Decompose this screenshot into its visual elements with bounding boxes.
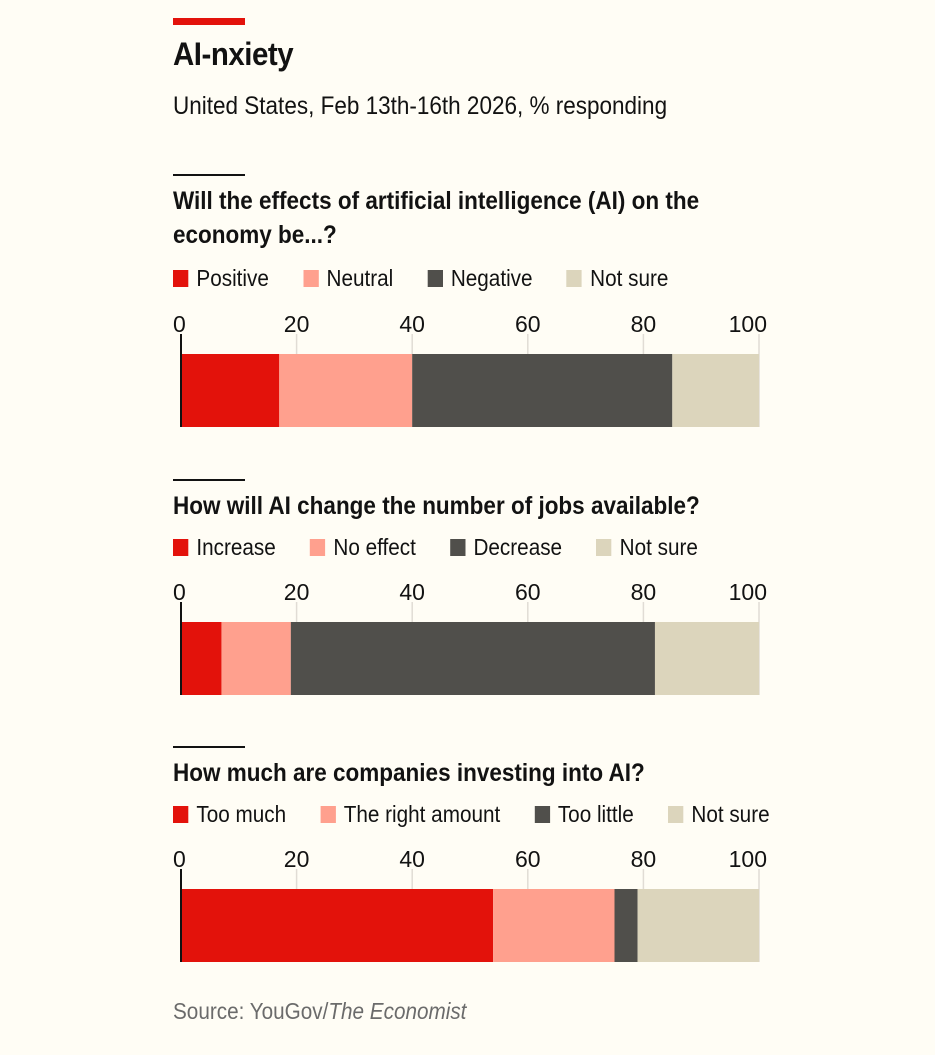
bar-segment-not-sure <box>637 889 759 962</box>
legend-swatch <box>566 270 583 287</box>
x-tick-label: 40 <box>399 311 425 337</box>
x-tick-label: 100 <box>729 579 767 605</box>
x-tick-label: 40 <box>399 846 425 872</box>
panel-rule <box>173 746 245 748</box>
legend-label: Too much <box>196 801 287 827</box>
x-tick-label: 80 <box>631 579 657 605</box>
x-tick-label: 20 <box>284 311 310 337</box>
legend-swatch <box>596 539 612 556</box>
legend-item: Neutral <box>303 265 393 292</box>
legend-item: Too much <box>173 801 286 828</box>
chart-title: AI-nxiety <box>173 36 294 72</box>
panel-investment: How much are companies investing into AI… <box>173 746 793 976</box>
panel-economy: Will the effects of artificial intellige… <box>173 174 793 434</box>
bar-segment-neutral <box>279 354 413 427</box>
legend-swatch <box>173 539 189 556</box>
bar-segment-the-right-amount <box>493 889 615 962</box>
legend-swatch <box>427 270 443 287</box>
x-tick-label: 60 <box>515 846 541 872</box>
legend-label: No effect <box>333 534 416 560</box>
legend-item: Negative <box>427 265 533 292</box>
legend-swatch <box>173 270 189 287</box>
bar-segment-not-sure <box>672 354 759 427</box>
bar-segment-positive <box>181 354 280 427</box>
legend-label: Positive <box>196 265 269 291</box>
legend-swatch <box>450 539 466 556</box>
legend-label: Not sure <box>691 801 770 827</box>
source-publication: The Economist <box>328 998 467 1024</box>
stacked-bar-chart: 0 20 40 60 80 100 <box>173 579 767 695</box>
legend-item: Not sure <box>667 801 770 828</box>
panel-jobs: How will AI change the number of jobs av… <box>173 479 793 709</box>
legend-swatch <box>303 270 319 287</box>
x-tick-label: 60 <box>515 579 541 605</box>
legend: Increase No effect Decrease Not sure <box>173 534 732 561</box>
stacked-bar-chart: 0 20 40 60 80 100 <box>173 846 767 962</box>
legend-swatch <box>309 539 326 556</box>
legend-swatch <box>534 806 550 823</box>
legend-item: Not sure <box>566 265 669 292</box>
panel-question: How much are companies investing into AI… <box>173 759 645 787</box>
legend-label: Decrease <box>473 534 563 560</box>
legend-swatch <box>173 806 189 823</box>
source-prefix: Source: YouGov/ <box>173 998 329 1024</box>
legend: Positive Neutral Negative Not sure <box>173 265 703 292</box>
legend-item: Not sure <box>596 534 698 561</box>
x-tick-label: 0 <box>173 846 186 872</box>
legend-item: The right amount <box>320 801 500 828</box>
legend-item: Too little <box>534 801 634 828</box>
legend-item: No effect <box>309 534 416 561</box>
legend-label: Negative <box>450 265 533 291</box>
x-tick-label: 0 <box>173 579 186 605</box>
x-tick-label: 40 <box>399 579 425 605</box>
bar-segment-no-effect <box>221 622 291 695</box>
legend-label: The right amount <box>343 801 501 827</box>
x-tick-label: 20 <box>284 846 310 872</box>
legend-label: Not sure <box>590 265 669 291</box>
legend-item: Increase <box>173 534 276 561</box>
x-tick-label: 80 <box>631 311 657 337</box>
legend-label: Increase <box>196 534 276 560</box>
bar-segment-not-sure <box>654 622 759 695</box>
bar-segment-decrease <box>290 622 655 695</box>
x-tick-label: 80 <box>631 846 657 872</box>
bar-segment-too-little <box>614 889 638 962</box>
bar-segment-too-much <box>181 889 494 962</box>
legend-item: Positive <box>173 265 269 292</box>
panel-rule <box>173 479 245 481</box>
legend-label: Neutral <box>326 265 394 291</box>
panel-question: How will AI change the number of jobs av… <box>173 492 700 520</box>
legend-swatch <box>667 806 684 823</box>
legend-label: Too little <box>557 801 634 827</box>
x-tick-label: 60 <box>515 311 541 337</box>
source-note: Source: YouGov/The Economist <box>173 998 466 1025</box>
header-accent-rule <box>173 18 245 25</box>
x-tick-label: 100 <box>729 846 767 872</box>
x-tick-label: 100 <box>729 311 767 337</box>
x-tick-label: 0 <box>173 311 186 337</box>
legend-item: Decrease <box>450 534 562 561</box>
legend-swatch <box>320 806 336 823</box>
bar-segment-negative <box>412 354 673 427</box>
panel-question: Will the effects of artificial intellige… <box>173 187 700 249</box>
legend-label: Not sure <box>619 534 698 560</box>
panel-rule <box>173 174 245 176</box>
bar-segment-increase <box>181 622 222 695</box>
chart-subtitle: United States, Feb 13th-16th 2026, % res… <box>173 92 668 120</box>
stacked-bar-chart: 0 20 40 60 80 100 <box>173 311 767 427</box>
x-tick-label: 20 <box>284 579 310 605</box>
legend: Too much The right amount Too little Not… <box>173 801 804 828</box>
